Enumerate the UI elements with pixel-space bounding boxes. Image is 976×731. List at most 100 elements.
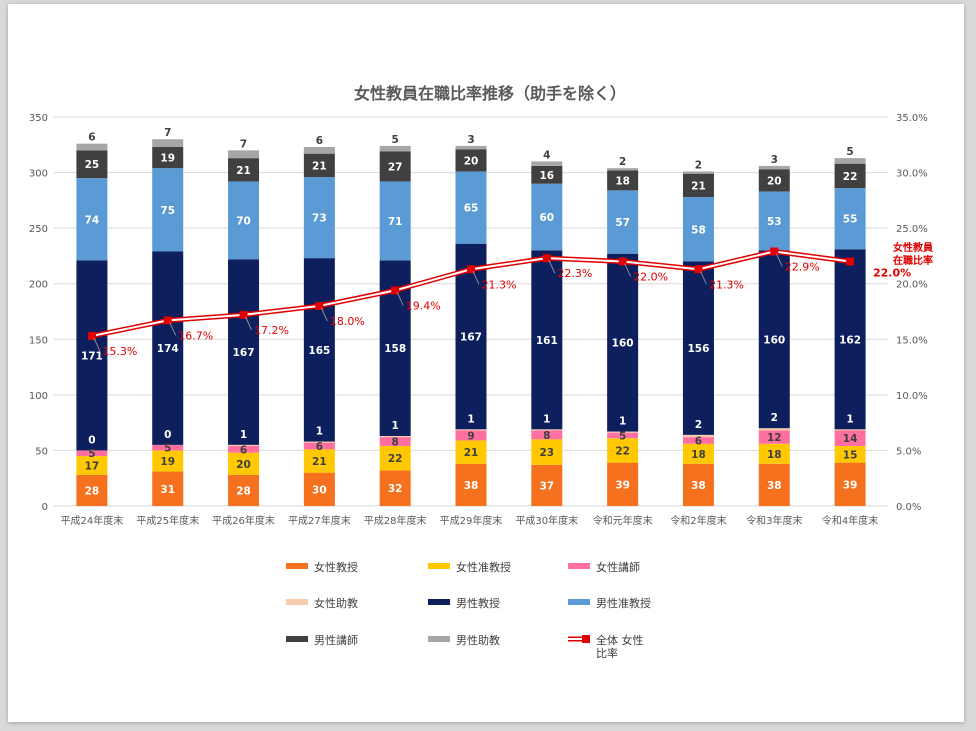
chart-page: 女性教員在職比率推移（助手を除く） 28 17 5 0 171 74 25 6 31 19 5 0 17…	[8, 4, 964, 722]
data-label: 162	[839, 334, 861, 346]
ratio-label: 21.3%	[709, 278, 744, 291]
bar-segment	[76, 260, 108, 451]
y-right-tick-label: 30.0%	[896, 169, 928, 180]
bar-segment	[152, 450, 184, 472]
data-label: 21	[312, 160, 327, 172]
y-right-tick-label: 5.0%	[896, 446, 921, 457]
bar-segment	[607, 432, 639, 439]
x-tick-label: 令和元年度末	[593, 514, 653, 527]
data-label: 38	[464, 480, 479, 492]
y-right-tick-label: 35.0%	[896, 113, 928, 124]
ratio-marker	[770, 247, 779, 256]
data-label: 158	[384, 343, 406, 355]
ratio-label: 22.0%	[873, 266, 911, 279]
data-label: 5	[88, 448, 95, 460]
data-label: 1	[392, 420, 399, 432]
x-tick-label: 平成29年度末	[440, 514, 503, 527]
bar-segment	[531, 161, 563, 166]
x-tick-label: 平成27年度末	[288, 514, 351, 527]
label-leader	[700, 271, 707, 285]
y-left-tick-label: 250	[29, 224, 48, 235]
ratio-label: 18.0%	[330, 315, 365, 328]
data-label: 12	[767, 432, 782, 444]
bar-segment	[228, 259, 260, 445]
bar-segment	[531, 464, 563, 506]
legend-label: 男性講師	[314, 633, 358, 647]
ratio-label: 17.2%	[254, 324, 289, 337]
bar-segment	[758, 191, 790, 251]
x-tick-label: 平成28年度末	[364, 514, 427, 527]
data-label: 22	[388, 453, 403, 465]
data-label: 39	[615, 479, 630, 491]
data-label: 57	[615, 217, 630, 229]
data-label: 8	[392, 437, 399, 449]
bar-segment	[834, 158, 866, 164]
data-label: 21	[312, 456, 327, 468]
data-label: 4	[543, 149, 550, 161]
bar-segment	[834, 188, 866, 250]
data-label: 18	[767, 449, 782, 461]
data-label: 2	[771, 412, 778, 424]
bar-segment	[228, 444, 260, 446]
y-left-tick-label: 50	[35, 446, 48, 457]
legend-label: 女性教授	[314, 560, 358, 574]
ratio-label: 15.3%	[102, 345, 137, 358]
data-label: 53	[767, 216, 782, 228]
legend-swatch	[568, 599, 590, 605]
y-right-tick-label: 15.0%	[896, 335, 928, 346]
bar-segment	[76, 178, 108, 261]
data-label: 19	[160, 153, 175, 165]
data-label: 18	[615, 175, 630, 187]
bar-segment	[758, 428, 790, 431]
bar-segment	[455, 463, 487, 506]
data-label: 6	[695, 435, 702, 447]
bar-segment	[758, 430, 790, 444]
y-right-tick-label: 10.0%	[896, 391, 928, 402]
data-label: 38	[691, 480, 706, 492]
x-tick-label: 平成30年度末	[515, 514, 578, 527]
data-label: 19	[160, 456, 175, 468]
bar-segment	[455, 145, 487, 150]
legend-swatch	[428, 563, 450, 569]
bar-segment	[379, 445, 411, 471]
data-label: 74	[85, 214, 100, 226]
data-label: 18	[691, 449, 706, 461]
label-leader	[93, 337, 101, 352]
data-label: 15	[843, 449, 858, 461]
y-right-tick-label: 0.0%	[896, 502, 921, 513]
data-label: 160	[612, 338, 634, 350]
bar-segment	[682, 434, 714, 438]
data-label: 6	[316, 135, 323, 147]
bar-segment	[758, 169, 790, 192]
bar-segment	[455, 149, 487, 172]
axes: 0501001502002503003500.0%5.0%10.0%15.0%2…	[29, 113, 928, 527]
y-left-tick-label: 200	[29, 280, 48, 291]
data-label: 3	[467, 134, 474, 146]
data-label: 161	[536, 335, 558, 347]
data-label: 28	[236, 485, 251, 497]
legend-label: 全体 女性	[596, 633, 644, 647]
ratio-marker	[542, 254, 551, 263]
data-label: 38	[767, 480, 782, 492]
legend-swatch	[286, 636, 308, 642]
bar-segment	[228, 474, 260, 506]
y-left-tick-label: 0	[42, 502, 48, 513]
bar-segment	[303, 441, 335, 443]
label-leader	[472, 271, 480, 285]
data-label: 30	[312, 484, 327, 496]
bar-segment	[682, 173, 714, 198]
bar-segment	[152, 444, 184, 451]
chart-title: 女性教員在職比率推移（助手を除く）	[354, 84, 626, 103]
data-label: 23	[540, 447, 555, 459]
ratio-label: 19.4%	[406, 299, 441, 312]
bar-segment	[76, 455, 108, 475]
data-label: 1	[543, 413, 550, 425]
bar-segment	[531, 429, 563, 431]
bar-segment	[455, 440, 487, 464]
bar-segment	[76, 450, 108, 456]
data-label: 167	[460, 332, 482, 344]
stacked-bar-chart: 女性教員在職比率推移（助手を除く） 2817501717425631195017…	[29, 84, 933, 660]
ratio-marker	[87, 331, 96, 340]
bar-segment	[379, 151, 411, 182]
bar-segment	[607, 170, 639, 191]
